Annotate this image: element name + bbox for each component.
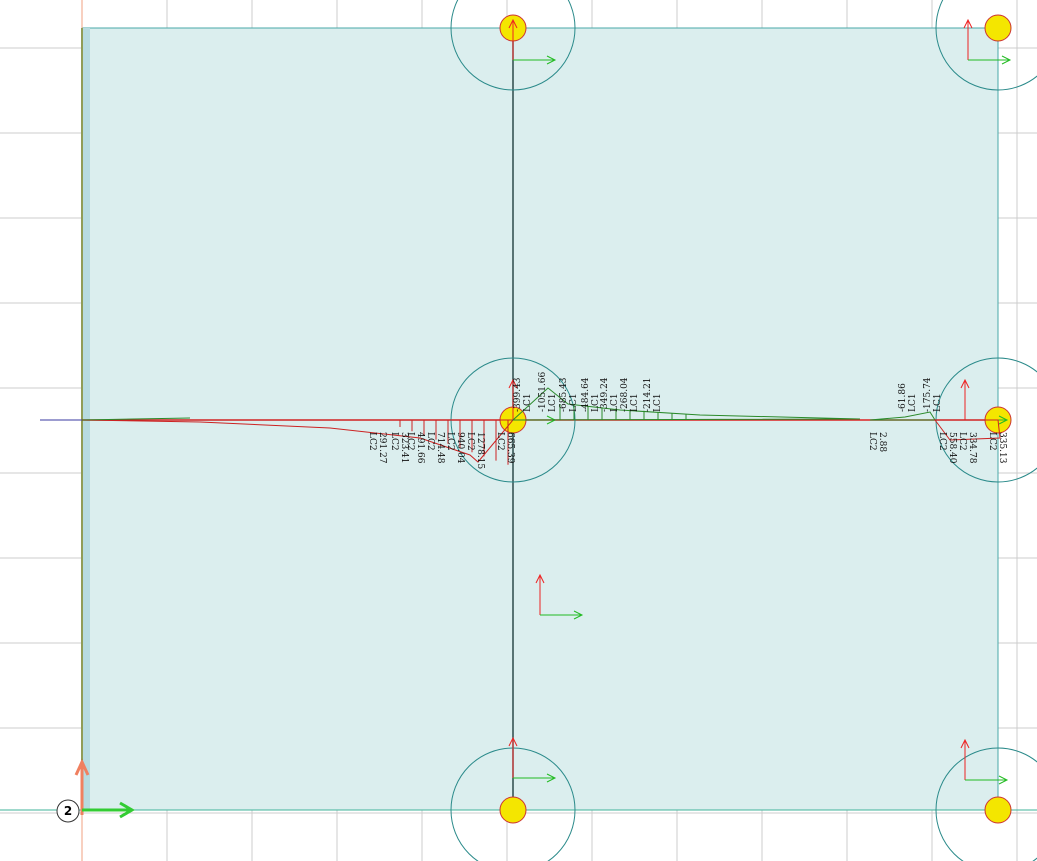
load-case: LC2	[495, 432, 505, 451]
load-case: LC1	[908, 393, 918, 412]
moment-value: 665.39	[505, 432, 515, 464]
load-case: LC2	[405, 432, 415, 451]
load-case: LC1	[933, 393, 943, 412]
support	[499, 796, 527, 824]
moment-value: 558.40	[947, 432, 957, 464]
axis-arrow	[965, 775, 1009, 785]
moment-value: 2.88	[877, 432, 887, 452]
load-case: LC2	[957, 432, 967, 451]
diagram-positive	[81, 417, 191, 421]
moment-value: 491.66	[415, 432, 425, 464]
load-case: LC1	[610, 393, 620, 412]
axis-arrow	[960, 378, 970, 420]
axis-arrow	[960, 738, 970, 780]
support	[984, 796, 1012, 824]
column-zone	[450, 0, 576, 91]
axis-arrow	[508, 18, 518, 60]
load-case: LC2	[867, 432, 877, 451]
moment-value: -268.04	[620, 377, 630, 412]
moment-value: 940.04	[455, 432, 465, 464]
moment-value: 335.13	[997, 432, 1007, 464]
load-case: LC1	[630, 393, 640, 412]
load-case: LC1	[523, 393, 533, 412]
moment-value: -399.43	[513, 377, 523, 412]
diagram-negative	[934, 419, 1001, 441]
load-case: LC2	[389, 432, 399, 451]
axis-arrow	[540, 610, 584, 620]
diagram-positive	[511, 387, 861, 421]
moment-value: -1051.66	[538, 371, 548, 412]
load-case: LC2	[937, 432, 947, 451]
axis-arrow	[508, 378, 518, 420]
shapes	[74, 0, 1037, 861]
moment-value: 1278.15	[475, 432, 485, 469]
moment-value: -685.43	[559, 377, 569, 412]
moment-value: -349.24	[600, 377, 610, 412]
load-case: LC1	[569, 393, 579, 412]
panel	[81, 27, 999, 811]
load-case: LC2	[465, 432, 475, 451]
axis-arrow	[963, 18, 973, 60]
axis-arrow	[513, 55, 557, 65]
moment-value: 323.41	[399, 432, 409, 464]
load-case: LC2	[367, 432, 377, 451]
load-case: LC2	[445, 432, 455, 451]
load-case: LC1	[653, 393, 663, 412]
panel-edge	[82, 28, 90, 810]
column-zone	[935, 747, 1037, 861]
load-case: LC2	[987, 432, 997, 451]
moment-value: -175.74	[923, 377, 933, 412]
moment-value: 291.27	[377, 432, 387, 464]
labels: -399.43 LC1 -1051.66 LC1 -685.43 LC1 -484.64 LC…	[367, 371, 1007, 469]
global-axis	[82, 801, 135, 819]
moment-value: 714.48	[435, 432, 445, 464]
node-marker	[56, 799, 80, 823]
axis-arrow	[508, 736, 518, 778]
moment-value: -214.21	[643, 377, 653, 412]
axis-arrow	[513, 773, 557, 783]
moment-value: -484.64	[581, 377, 591, 412]
load-case: LC1	[548, 393, 558, 412]
axis-arrow	[968, 55, 1012, 65]
moment-value: 334.78	[967, 432, 977, 464]
node-label: 2	[64, 804, 72, 818]
load-case: LC1	[591, 393, 601, 412]
diagram-negative	[81, 419, 515, 463]
column-zone	[935, 0, 1037, 91]
moment-value: -61.86	[898, 383, 908, 412]
diagram-positive	[869, 411, 936, 421]
global-axis	[74, 758, 90, 815]
axis-arrow	[535, 573, 545, 615]
load-case: LC2	[425, 432, 435, 451]
support	[984, 14, 1012, 42]
